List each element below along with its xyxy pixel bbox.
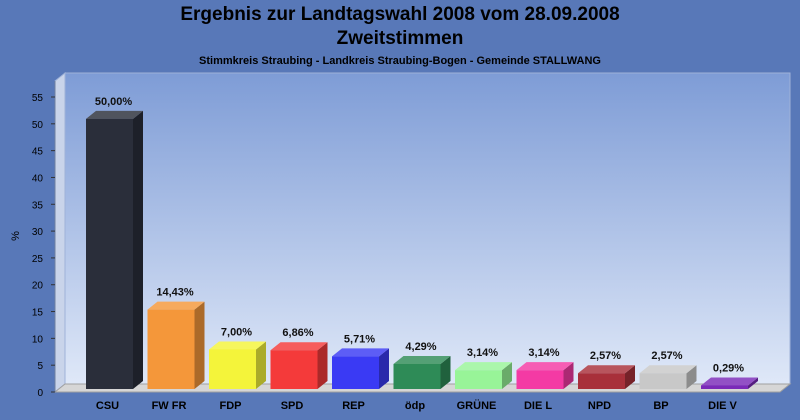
y-tick-label: 15 [32, 308, 44, 319]
bar-front [516, 370, 564, 389]
data-label: 0,29% [713, 362, 744, 374]
bar-die-v: 0,29% [701, 362, 758, 389]
x-tick-label: FW FR [152, 400, 187, 412]
x-tick-label: GRÜNE [457, 399, 497, 412]
bar-bp: 2,57% [639, 350, 697, 389]
y-tick-label: 30 [32, 227, 44, 238]
x-tick-label: FDP [220, 400, 242, 412]
bar-front [270, 350, 318, 389]
bar-top [86, 110, 143, 119]
bar-top [455, 362, 512, 371]
x-tick-label: DIE V [708, 400, 737, 412]
chart-title: Ergebnis zur Landtagswahl 2008 vom 28.09… [180, 4, 620, 25]
data-label: 2,57% [651, 350, 682, 362]
bar-side [133, 110, 143, 390]
data-label: 2,57% [590, 350, 621, 362]
bar-side [686, 365, 697, 389]
bar-side [256, 341, 266, 389]
data-label: 50,00% [95, 96, 133, 108]
bar-top [332, 348, 389, 357]
bar-front [209, 349, 256, 389]
bar-csu: 50,00% [86, 96, 143, 390]
data-label: 14,43% [156, 287, 194, 299]
bar-top [393, 355, 451, 364]
y-tick-label: 50 [32, 120, 44, 131]
bar-spd: 6,86% [270, 327, 328, 389]
bar-front [147, 309, 195, 389]
bar-front [86, 118, 133, 390]
x-tick-label: BP [653, 400, 668, 412]
bar-top [578, 365, 635, 374]
data-label: 5,71% [344, 333, 375, 345]
data-label: 6,86% [282, 327, 313, 339]
y-tick-label: 20 [32, 281, 44, 292]
bar-gr-ne: 3,14% [455, 347, 512, 389]
bar-side [563, 362, 574, 389]
x-axis: CSU FW FR FDP SPD REP ödp GRÜNE DIE L NPD BP DIE V [96, 399, 738, 412]
bar-side [625, 365, 635, 389]
y-axis: 0 5 10 15 20 25 30 35 40 45 50 55 [32, 81, 56, 399]
plot-side-wall [54, 71, 66, 394]
bar-top [701, 377, 758, 386]
bar-side [379, 348, 389, 389]
bar-side [317, 342, 328, 389]
data-label: 3,14% [528, 347, 559, 359]
data-label: 4,29% [405, 341, 436, 353]
bar-side [440, 355, 451, 389]
y-tick-label: 35 [32, 200, 44, 211]
x-tick-label: SPD [281, 400, 304, 412]
bar-top [516, 362, 574, 371]
chart-subsubtitle: Stimmkreis Straubing - Landkreis Straubi… [199, 55, 601, 67]
y-tick-label: 5 [37, 361, 43, 372]
bars-group: 50,00% 14,43% 7,00% 6,86% 5,71% 4,29% 3,14% 3,1… [86, 96, 758, 390]
bar-front [455, 370, 502, 389]
bar-fdp: 7,00% [209, 326, 266, 389]
bar-npd: 2,57% [578, 350, 635, 389]
bar-front [639, 373, 687, 389]
y-tick-label: 0 [37, 388, 43, 399]
y-tick-label: 40 [32, 173, 44, 184]
y-tick-label: 45 [32, 147, 44, 158]
bar--dp: 4,29% [393, 341, 451, 389]
x-tick-label: CSU [96, 400, 119, 412]
x-tick-label: DIE L [524, 400, 552, 412]
bar-front [701, 385, 748, 389]
bar-rep: 5,71% [332, 333, 389, 389]
bar-top [270, 342, 328, 351]
bar-top [209, 341, 266, 350]
x-tick-label: REP [342, 400, 365, 412]
chart-subtitle: Zweitstimmen [336, 28, 464, 49]
bar-side [748, 377, 758, 389]
bar-side [194, 301, 205, 389]
bar-fw-fr: 14,43% [147, 287, 205, 389]
y-tick-label: 55 [32, 93, 44, 104]
bar-front [393, 363, 441, 389]
y-tick-label: 25 [32, 254, 44, 265]
bar-top [147, 301, 205, 310]
data-label: 7,00% [221, 326, 252, 338]
y-axis-label: % [10, 231, 22, 241]
bar-side [502, 362, 512, 389]
bar-die-l: 3,14% [516, 347, 574, 389]
bar-top [639, 365, 697, 374]
bar-front [332, 356, 379, 389]
data-label: 3,14% [467, 347, 498, 359]
bar-front [578, 373, 625, 389]
y-tick-label: 10 [32, 334, 44, 345]
x-tick-label: NPD [588, 400, 611, 412]
x-tick-label: ödp [405, 400, 425, 412]
